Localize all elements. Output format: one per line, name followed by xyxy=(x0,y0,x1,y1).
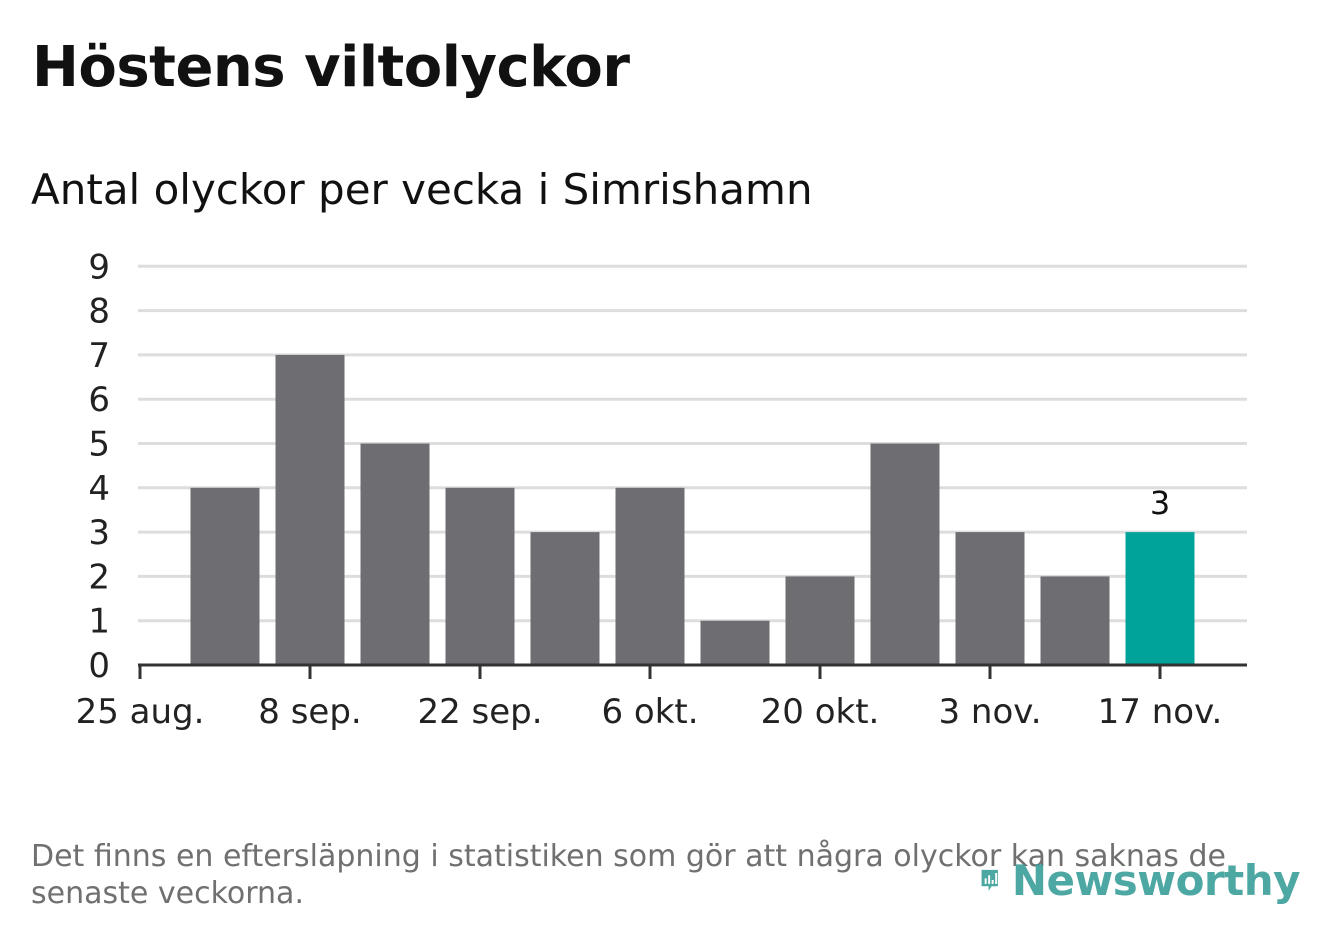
x-tick-label: 20 okt. xyxy=(761,692,880,732)
bar xyxy=(445,487,515,665)
logo-text: Newsworthy xyxy=(1011,855,1301,905)
bar xyxy=(1040,576,1110,665)
footnote: Det finns en eftersläpning i statistiken… xyxy=(31,839,1226,911)
y-tick-label: 8 xyxy=(88,292,110,332)
y-tick-label: 4 xyxy=(88,469,110,509)
bar xyxy=(955,532,1025,665)
bar xyxy=(360,443,430,665)
data-label-highlight: 3 xyxy=(1150,484,1170,522)
x-tick-label: 6 okt. xyxy=(601,692,698,732)
y-tick-label: 2 xyxy=(88,557,110,597)
chart-subtitle: Antal olyckor per vecka i Simrishamn xyxy=(31,165,813,214)
y-tick-label: 3 xyxy=(88,513,110,553)
chart-title: Höstens viltolyckor xyxy=(32,35,630,100)
bar xyxy=(190,487,260,665)
bar-highlight xyxy=(1125,532,1195,665)
bar xyxy=(785,576,855,665)
bar xyxy=(615,487,685,665)
y-tick-label: 6 xyxy=(88,380,110,420)
x-tick-label: 8 sep. xyxy=(258,692,361,732)
bar xyxy=(870,443,940,665)
y-tick-label: 7 xyxy=(88,336,110,376)
bar xyxy=(700,620,770,665)
x-axis-ticks: 25 aug. 8 sep. 22 sep. 6 okt. 20 okt. 3 nov. 1… xyxy=(76,665,1223,732)
newsworthy-logo: Newsworthy xyxy=(980,848,1301,912)
y-tick-label: 1 xyxy=(88,602,110,642)
x-tick-label: 17 nov. xyxy=(1098,692,1223,732)
bars xyxy=(190,354,1195,665)
y-tick-label: 9 xyxy=(88,247,110,287)
bar xyxy=(275,354,345,665)
x-tick-label: 25 aug. xyxy=(76,692,205,732)
x-tick-label: 22 sep. xyxy=(417,692,542,732)
data-labels: 3 xyxy=(1150,484,1170,522)
y-tick-label: 5 xyxy=(88,425,110,465)
bar xyxy=(530,532,600,665)
newsworthy-chart-icon xyxy=(981,869,998,891)
x-tick-label: 3 nov. xyxy=(938,692,1041,732)
y-tick-label: 0 xyxy=(88,646,110,686)
